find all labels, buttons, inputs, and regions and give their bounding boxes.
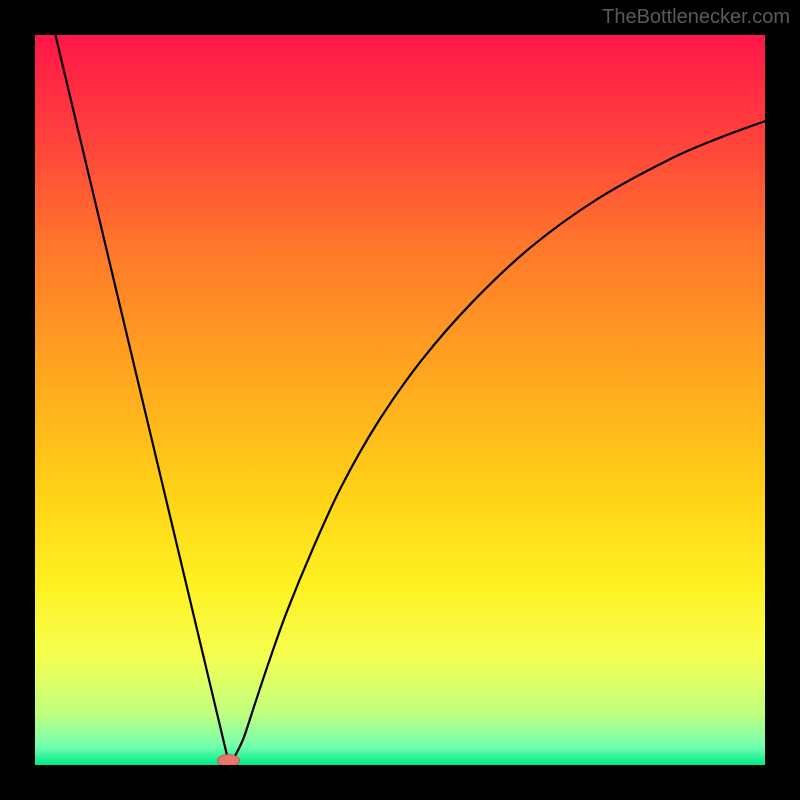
valley-marker (217, 755, 239, 765)
chart-container: TheBottlenecker.com (0, 0, 800, 800)
plot-area (35, 35, 765, 765)
curve-layer (35, 35, 765, 765)
bottleneck-curve (55, 35, 765, 761)
watermark-text: TheBottlenecker.com (602, 6, 790, 29)
